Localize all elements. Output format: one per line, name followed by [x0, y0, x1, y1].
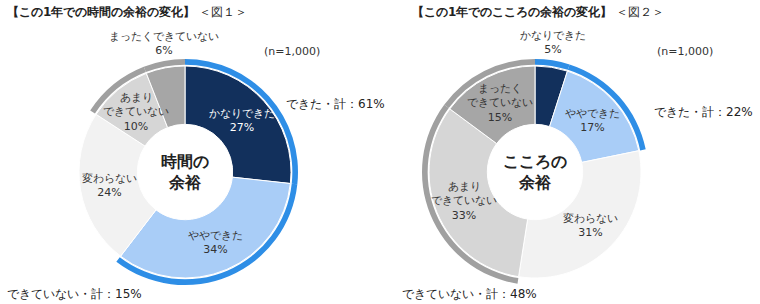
svg-text:ややできた34%: ややできた34% — [188, 229, 243, 256]
svg-text:できた・計：22%: できた・計：22% — [654, 105, 753, 119]
svg-text:できていない・計：48%: できていない・計：48% — [402, 287, 537, 301]
svg-text:できた・計：61%: できた・計：61% — [286, 97, 385, 111]
svg-text:できていない・計：15%: できていない・計：15% — [7, 287, 142, 301]
svg-text:【この1年でのこころの余裕の変化】 ＜図２＞: 【この1年でのこころの余裕の変化】 ＜図２＞ — [412, 5, 664, 19]
svg-text:【この1年での時間の余裕の変化】 ＜図１＞: 【この1年での時間の余裕の変化】 ＜図１＞ — [7, 5, 247, 19]
svg-text:時間の余裕: 時間の余裕 — [161, 152, 209, 192]
svg-text:あまりできていない10%: あまりできていない10% — [103, 91, 169, 133]
svg-text:変わらない31%: 変わらない31% — [563, 212, 618, 239]
svg-text:まったくできていない15%: まったくできていない15% — [467, 82, 533, 124]
svg-text:ややできた17%: ややできた17% — [565, 107, 620, 134]
svg-text:変わらない24%: 変わらない24% — [82, 172, 137, 199]
svg-text:かなりできた27%: かなりできた27% — [209, 107, 275, 134]
svg-text:(n=1,000): (n=1,000) — [264, 45, 320, 58]
svg-text:まったくできていない6%: まったくできていない6% — [109, 30, 219, 57]
svg-text:(n=1,000): (n=1,000) — [657, 45, 713, 58]
svg-text:かなりできた5%: かなりできた5% — [520, 29, 586, 56]
svg-text:あまりできていない33%: あまりできていない33% — [431, 180, 497, 222]
svg-text:こころの余裕: こころの余裕 — [503, 152, 567, 192]
